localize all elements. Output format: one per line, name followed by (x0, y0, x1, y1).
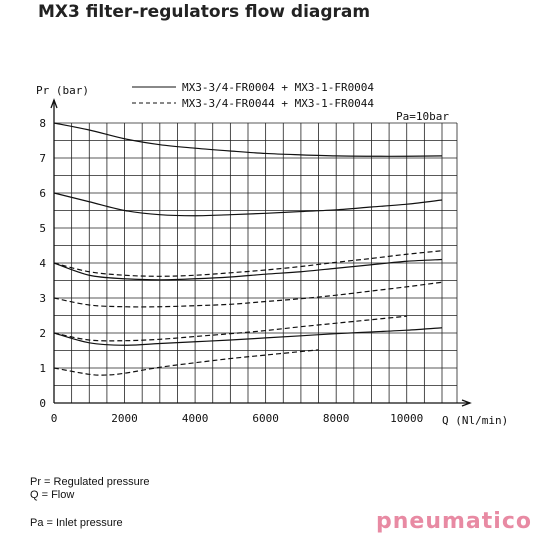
x-axis-label: Q (Nl/min) (442, 414, 508, 427)
series-line-dashed (53, 315, 407, 342)
series-line-dashed (53, 250, 443, 277)
inlet-pressure-annotation: Pa=10bar (396, 110, 449, 123)
x-tick-label: 6000 (252, 412, 279, 425)
series-line-solid (53, 122, 443, 157)
y-tick-label: 5 (39, 222, 46, 235)
legend-dashed-label: MX3-3/4-FR0044 + MX3-1-FR0044 (182, 97, 374, 110)
series-line-solid (53, 327, 443, 346)
chart-tick-labels: 0 2000 4000 6000 8000 10000 0 1 2 3 4 5 6 7 8 (39, 117, 423, 425)
chart-legend: MX3-3/4-FR0004 + MX3-1-FR0004 MX3-3/4-FR… (132, 81, 374, 110)
x-tick-label: 8000 (323, 412, 350, 425)
y-axis-arrow (50, 98, 58, 109)
legend-solid-label: MX3-3/4-FR0004 + MX3-1-FR0004 (182, 81, 374, 94)
series-line-dashed (53, 281, 443, 308)
x-axis-arrow (461, 399, 472, 407)
note-flow: Q = Flow (30, 489, 75, 501)
series-line-dashed (53, 349, 319, 376)
y-tick-label: 0 (39, 397, 46, 410)
page-title: MX3 filter-regulators flow diagram (38, 2, 371, 22)
x-tick-label: 4000 (182, 412, 209, 425)
note-inlet-pressure: Pa = Inlet pressure (30, 517, 123, 529)
chart-series (53, 122, 443, 376)
y-tick-label: 8 (39, 117, 46, 130)
series-line-solid (53, 258, 443, 281)
chart-grid (53, 122, 458, 404)
y-axis-label: Pr (bar) (36, 84, 89, 97)
y-tick-label: 4 (39, 257, 46, 270)
x-tick-label: 0 (51, 412, 58, 425)
y-tick-label: 6 (39, 187, 46, 200)
series-line-solid (53, 192, 443, 217)
y-tick-label: 2 (39, 327, 46, 340)
y-tick-label: 3 (39, 292, 46, 305)
chart-axes (50, 98, 472, 407)
brand-logo: pneumatico (376, 509, 532, 534)
note-regulated-pressure: Pr = Regulated pressure (30, 476, 150, 488)
y-tick-label: 7 (39, 152, 46, 165)
y-tick-label: 1 (39, 362, 46, 375)
x-tick-label: 10000 (390, 412, 423, 425)
x-tick-label: 2000 (111, 412, 138, 425)
